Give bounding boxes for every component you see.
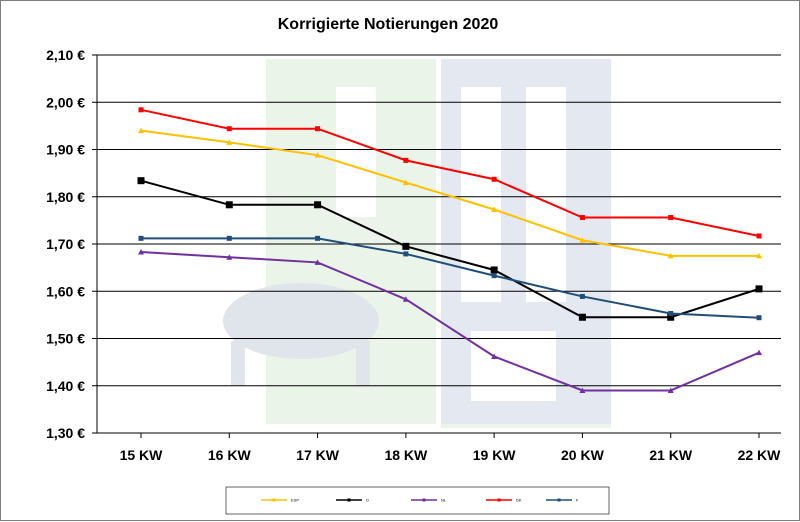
series-line xyxy=(140,179,760,319)
data-point xyxy=(668,310,674,316)
legend-marker xyxy=(347,498,351,502)
y-tick-label: 1,30 € xyxy=(46,425,85,441)
y-tick-label: 2,00 € xyxy=(46,94,85,110)
data-point xyxy=(315,126,321,132)
series-esp xyxy=(138,127,762,259)
series-d xyxy=(137,177,763,321)
data-point xyxy=(491,353,498,359)
data-point xyxy=(402,296,409,302)
data-point xyxy=(314,259,321,265)
legend: ESP D NL DK F xyxy=(225,486,610,515)
data-point xyxy=(755,285,763,293)
data-point xyxy=(138,107,144,113)
y-tick-label: 1,60 € xyxy=(46,283,85,299)
x-tick-label: 17 KW xyxy=(296,447,340,463)
data-point xyxy=(756,233,762,239)
legend-marker xyxy=(557,498,561,502)
y-tick-label: 1,40 € xyxy=(46,378,85,394)
y-tick-label: 1,80 € xyxy=(46,189,85,205)
series-line xyxy=(140,108,760,237)
data-point xyxy=(226,139,233,145)
data-point xyxy=(756,315,762,321)
data-point xyxy=(225,201,233,209)
series-line xyxy=(141,237,760,319)
series-line xyxy=(140,251,760,392)
series-lines xyxy=(137,107,763,393)
data-point xyxy=(756,252,762,259)
data-point xyxy=(756,349,762,356)
data-point xyxy=(315,235,321,241)
data-point xyxy=(138,127,144,134)
y-tick-label: 1,90 € xyxy=(46,142,85,158)
data-point xyxy=(491,273,497,279)
x-tick-label: 19 KW xyxy=(473,447,517,463)
data-point xyxy=(667,252,674,259)
x-axis-tick-labels: 15 KW 16 KW 17 KW 18 KW 19 KW 20 KW 21 KW 22 KW xyxy=(120,447,782,463)
data-point xyxy=(403,251,409,257)
data-point xyxy=(226,254,233,260)
grid-lines xyxy=(92,54,781,438)
data-point xyxy=(226,235,232,241)
legend-label: DK xyxy=(516,498,522,503)
data-point xyxy=(314,152,321,158)
data-point xyxy=(579,215,585,221)
x-tick-label: 16 KW xyxy=(208,447,252,463)
series-nl xyxy=(138,249,762,393)
x-tick-label: 22 KW xyxy=(738,447,782,463)
series-dk xyxy=(138,107,762,239)
x-tick-label: 15 KW xyxy=(120,447,164,463)
legend-label: NL xyxy=(441,498,447,503)
data-point xyxy=(403,157,409,163)
series-line xyxy=(140,129,759,257)
legend-marker xyxy=(272,498,276,502)
x-tick-label: 20 KW xyxy=(561,447,605,463)
data-point xyxy=(490,266,498,274)
chart-title: Korrigierte Notierungen 2020 xyxy=(278,16,499,33)
data-point xyxy=(491,176,497,182)
data-point xyxy=(226,126,232,132)
data-point xyxy=(667,313,675,321)
data-point xyxy=(579,237,586,243)
data-point xyxy=(138,249,144,255)
y-tick-label: 2,10 € xyxy=(46,47,85,63)
y-tick-label: 1,50 € xyxy=(46,331,85,347)
legend-marker xyxy=(422,498,426,502)
data-point xyxy=(137,177,145,185)
legend-label: ESP xyxy=(291,498,299,503)
data-point xyxy=(402,179,409,186)
x-tick-label: 18 KW xyxy=(384,447,428,463)
data-point xyxy=(402,242,410,250)
legend-label: D xyxy=(366,498,369,503)
data-point xyxy=(579,387,586,393)
legend-marker xyxy=(497,498,501,502)
y-tick-label: 1,70 € xyxy=(46,236,85,252)
data-point xyxy=(668,215,674,221)
data-point xyxy=(578,313,586,321)
series-f xyxy=(138,235,762,321)
data-point xyxy=(667,387,674,393)
data-point xyxy=(314,201,322,209)
y-axis-tick-labels: 2,10 € 2,00 € 1,90 € 1,80 € 1,70 € 1,60 € 1,50… xyxy=(46,47,85,441)
data-point xyxy=(491,206,498,213)
x-tick-label: 21 KW xyxy=(649,447,693,463)
legend-label: F xyxy=(576,498,579,503)
data-point xyxy=(579,293,585,299)
data-point xyxy=(138,235,144,241)
